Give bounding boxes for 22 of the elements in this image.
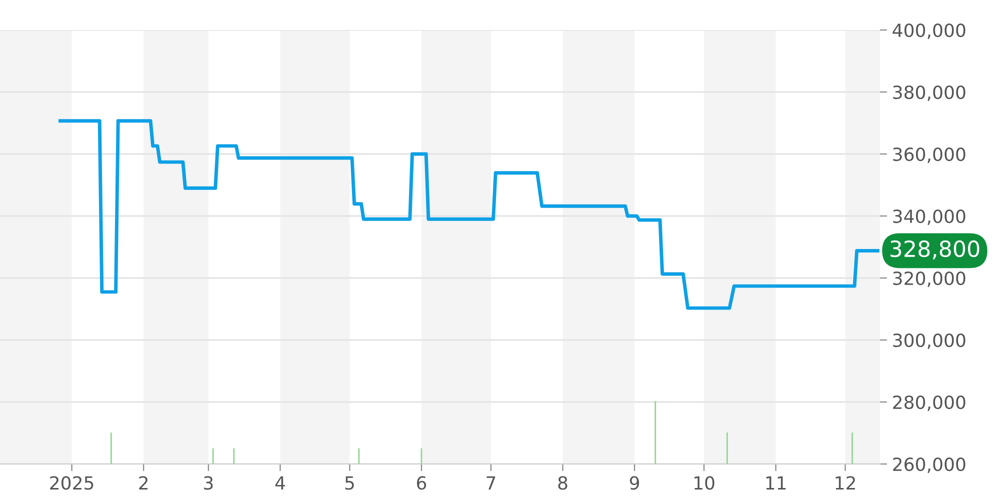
x-tick-label: 6 [416, 476, 426, 490]
x-tick-label: 8 [558, 476, 568, 490]
x-tick-label: 5 [345, 476, 354, 490]
y-tick-label: 300,000 [893, 333, 966, 349]
x-tick-label: 10 [694, 476, 714, 490]
y-tick-label: 340,000 [893, 209, 966, 225]
y-tick-label: 320,000 [893, 271, 966, 287]
x-tick-label: 12 [836, 476, 855, 490]
y-tick-label: 380,000 [893, 85, 966, 101]
y-tick-label: 400,000 [892, 23, 966, 39]
y-tick-label: 360,000 [893, 147, 966, 163]
x-tick-label: 3 [204, 476, 213, 490]
x-tick-label: 4 [275, 476, 285, 490]
x-tick-label: 11 [766, 476, 786, 490]
x-tick-label: 2 [139, 476, 148, 490]
y-tick-label: 260,000 [893, 457, 966, 473]
annotation: 328,800 [890, 240, 980, 260]
x-tick-label: 9 [630, 476, 639, 490]
x-tick-label: 7 [486, 476, 496, 490]
line-series [58, 119, 880, 310]
y-tick-label: 280,000 [893, 395, 966, 411]
x-tick-label: 2025 [50, 476, 94, 490]
